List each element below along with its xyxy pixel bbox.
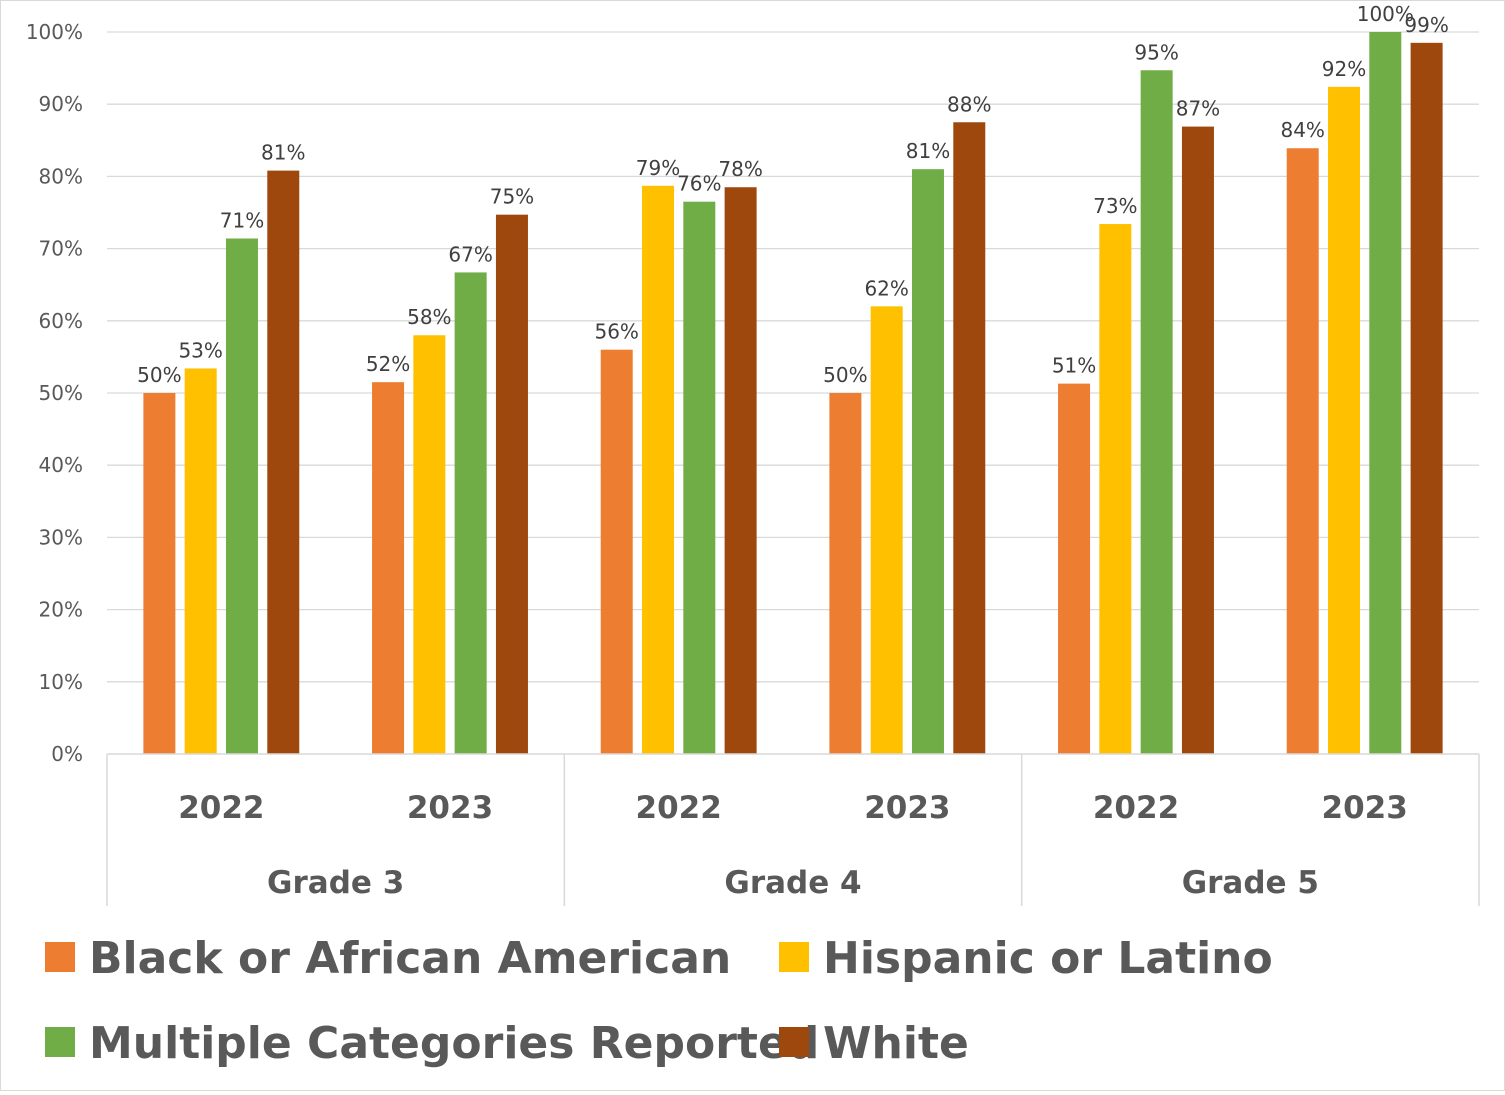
y-tick-label: 90% (39, 92, 83, 116)
data-label: 88% (947, 92, 991, 116)
y-tick-label: 20% (39, 598, 83, 622)
data-label: 92% (1322, 57, 1366, 81)
x-group-label: Grade 5 (1182, 865, 1319, 901)
data-label: 78% (718, 157, 762, 181)
data-label: 99% (1404, 13, 1448, 37)
bar (184, 368, 217, 754)
y-tick-label: 10% (39, 670, 83, 694)
gridlines (107, 31, 1479, 683)
bar (495, 214, 528, 754)
bar (1099, 224, 1132, 754)
data-labels: 50%53%71%81%52%58%67%75%56%79%76%78%50%6… (137, 2, 1449, 387)
y-tick-label: 40% (39, 453, 83, 477)
x-group-label: Grade 3 (267, 865, 404, 901)
legend-swatch (45, 1027, 75, 1057)
data-label: 67% (448, 242, 492, 266)
data-label: 51% (1052, 354, 1096, 378)
bar (225, 238, 258, 754)
bar (372, 382, 405, 754)
bar (724, 187, 757, 755)
bar (1140, 70, 1173, 755)
data-label: 84% (1280, 118, 1324, 142)
data-label: 81% (261, 141, 305, 165)
legend-swatch (779, 1027, 809, 1057)
data-label: 95% (1134, 40, 1178, 64)
bar (413, 335, 446, 754)
x-group-label: Grade 4 (724, 865, 861, 901)
y-tick-label: 50% (39, 381, 83, 405)
legend-label: Hispanic or Latino (823, 933, 1273, 984)
data-label: 58% (407, 305, 451, 329)
bar (1410, 42, 1443, 754)
bar (1058, 383, 1091, 754)
legend-label: Multiple Categories Reported (89, 1018, 819, 1069)
bar (1328, 86, 1361, 754)
y-tick-label: 60% (39, 309, 83, 333)
bar (1181, 126, 1214, 754)
data-label: 52% (366, 352, 410, 376)
y-tick-label: 80% (39, 164, 83, 188)
y-tick-label: 30% (39, 525, 83, 549)
x-tick-label: 2022 (636, 790, 722, 826)
data-label: 62% (864, 276, 908, 300)
x-tick-label: 2023 (864, 790, 950, 826)
bar (1369, 32, 1402, 754)
x-axis: 2022 2023 2022 2023 2022 2023 Grade 3 Grade 4 Gr… (106, 753, 1480, 906)
bar (829, 393, 862, 754)
y-tick-label: 100% (26, 20, 83, 44)
y-axis: 0% 10% 20% 30% 40% 50% 60% 70% 80% 90% 100% (26, 20, 83, 766)
bar (870, 306, 903, 754)
bar (642, 185, 675, 754)
data-label: 73% (1093, 194, 1137, 218)
data-label: 75% (490, 185, 534, 209)
legend-label: White (823, 1018, 969, 1069)
data-label: 50% (137, 363, 181, 387)
y-tick-label: 70% (39, 237, 83, 261)
y-tick-label: 0% (51, 742, 83, 766)
bar (143, 393, 176, 754)
data-label: 79% (636, 156, 680, 180)
x-tick-label: 2023 (407, 790, 493, 826)
bar (1286, 148, 1319, 754)
data-label: 100% (1357, 2, 1414, 26)
data-label: 50% (823, 363, 867, 387)
legend-swatch (45, 942, 75, 972)
bar (600, 349, 633, 754)
bar (454, 272, 487, 754)
x-tick-label: 2023 (1322, 790, 1408, 826)
x-tick-label: 2022 (1093, 790, 1179, 826)
data-label: 71% (220, 208, 264, 232)
bar (911, 169, 944, 754)
bar (953, 122, 986, 754)
data-label: 81% (906, 139, 950, 163)
legend-swatch (779, 942, 809, 972)
data-label: 76% (677, 172, 721, 196)
bar (683, 201, 716, 755)
legend-label: Black or African American (89, 933, 731, 984)
legend: Black or African American Hispanic or Lat… (45, 933, 1273, 1069)
data-label: 87% (1176, 97, 1220, 121)
data-label: 56% (594, 320, 638, 344)
data-label: 53% (178, 338, 222, 362)
bar (267, 170, 300, 754)
x-tick-label: 2022 (178, 790, 264, 826)
bars (143, 32, 1443, 755)
